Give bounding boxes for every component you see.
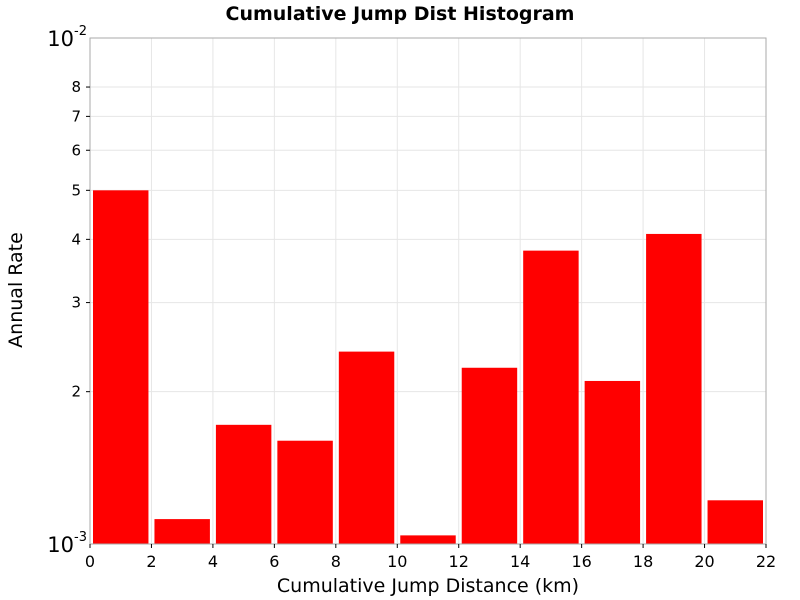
y-major-base: 10 (47, 533, 74, 557)
x-tick-label: 20 (694, 552, 714, 571)
bar-bin-5 (338, 351, 395, 544)
x-tick-label: 0 (85, 552, 95, 571)
x-tick-label: 12 (449, 552, 469, 571)
x-tick-label: 4 (208, 552, 218, 571)
y-axis-label: Annual Rate (5, 232, 27, 348)
chart-title: Cumulative Jump Dist Histogram (226, 3, 575, 25)
x-tick-label: 2 (146, 552, 156, 571)
x-tick-label: 18 (633, 552, 653, 571)
bar-bin-2 (154, 519, 210, 544)
y-tick-label: 2 (71, 383, 81, 401)
x-tick-label: 6 (269, 552, 279, 571)
x-tick-label: 8 (331, 552, 341, 571)
bar-bin-6 (400, 535, 456, 544)
y-major-tick-label: 10-2 (47, 24, 87, 51)
x-tick-label: 14 (510, 552, 530, 571)
y-major-tick-label: 10-3 (47, 530, 87, 557)
y-major-base: 10 (47, 27, 74, 51)
y-major-exponent: -3 (74, 530, 87, 545)
y-tick-label: 5 (71, 181, 81, 199)
bar-bin-10 (646, 233, 702, 544)
bars (93, 190, 763, 545)
y-tick-label: 4 (71, 230, 81, 248)
x-tick-label: 22 (756, 552, 776, 571)
bar-bin-9 (584, 380, 641, 544)
y-tick-label: 7 (71, 107, 81, 125)
y-tick-label: 8 (71, 78, 81, 96)
bar-bin-7 (461, 367, 518, 544)
y-tick-label: 3 (71, 294, 81, 312)
x-tick-label: 16 (571, 552, 591, 571)
y-tick-label: 6 (71, 141, 81, 159)
bar-bin-4 (277, 440, 333, 544)
bar-bin-8 (523, 250, 579, 544)
plot-frame (89, 37, 767, 545)
x-axis-ticks: 0 2 4 6 8 10 12 14 16 18 20 22 (85, 544, 776, 571)
bar-bin-1 (93, 190, 149, 545)
x-tick-label: 10 (387, 552, 407, 571)
bar-bin-11 (707, 500, 763, 544)
bar-bin-3 (215, 424, 272, 544)
x-axis-label: Cumulative Jump Distance (km) (277, 575, 579, 597)
y-major-exponent: -2 (74, 24, 87, 39)
